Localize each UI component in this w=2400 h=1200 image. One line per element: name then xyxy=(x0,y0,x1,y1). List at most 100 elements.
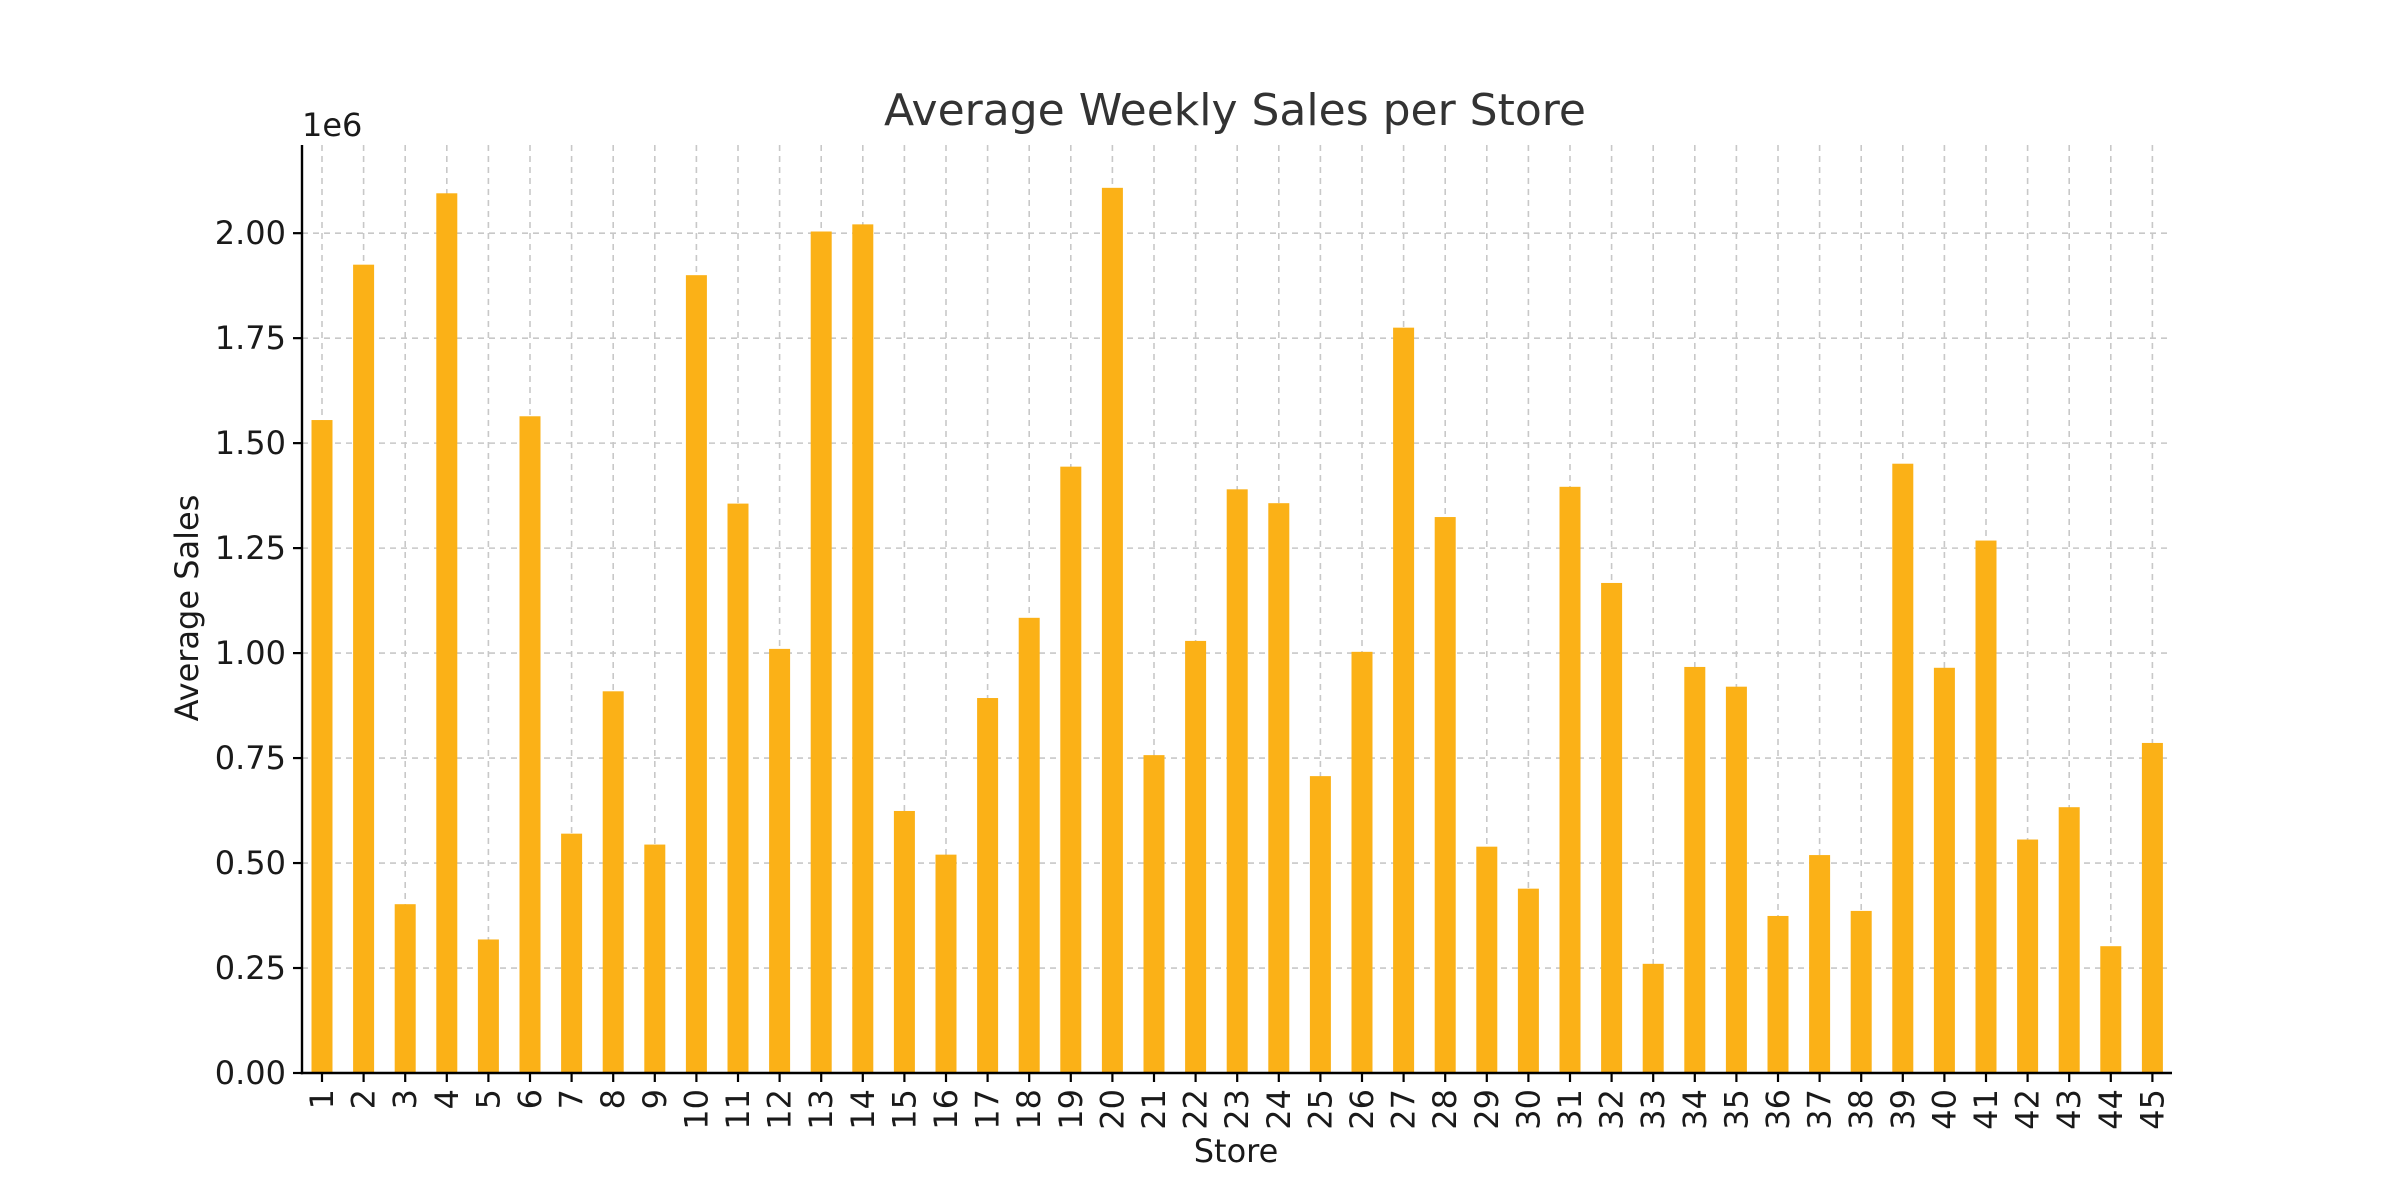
bar-store-13 xyxy=(810,231,832,1074)
bar-store-19 xyxy=(1060,466,1082,1074)
y-tick-label: 2.00 xyxy=(215,214,286,252)
y-tick-label: 0.50 xyxy=(215,844,286,882)
bar-store-17 xyxy=(977,698,999,1073)
bar-store-10 xyxy=(685,275,707,1073)
bar-store-12 xyxy=(769,648,791,1073)
x-tick-label-18: 18 xyxy=(1010,1089,1048,1130)
x-tick-label-32: 32 xyxy=(1593,1089,1631,1130)
bar-store-5 xyxy=(477,939,499,1073)
x-tick-label-7: 7 xyxy=(553,1089,591,1109)
bar-store-22 xyxy=(1185,640,1207,1073)
x-tick-label-23: 23 xyxy=(1218,1089,1256,1130)
bar-store-23 xyxy=(1226,489,1248,1073)
x-tick-label-24: 24 xyxy=(1260,1089,1298,1130)
bar-store-24 xyxy=(1268,503,1290,1073)
x-tick-label-3: 3 xyxy=(386,1089,424,1109)
y-tick-label: 0.00 xyxy=(215,1054,286,1092)
x-tick-label-29: 29 xyxy=(1468,1089,1506,1130)
y-tick-label: 0.25 xyxy=(215,949,286,987)
x-axis-title: Store xyxy=(1194,1132,1279,1170)
x-tick-label-10: 10 xyxy=(677,1089,715,1130)
x-tick-label-21: 21 xyxy=(1135,1089,1173,1130)
bar-store-3 xyxy=(394,904,416,1073)
x-tick-label-45: 45 xyxy=(2133,1089,2171,1130)
x-tick-label-28: 28 xyxy=(1426,1089,1464,1130)
x-tick-label-27: 27 xyxy=(1385,1089,1423,1130)
bar-store-32 xyxy=(1601,582,1623,1073)
y-axis-title: Average Sales xyxy=(168,495,206,722)
x-tick-label-11: 11 xyxy=(719,1089,757,1130)
x-tick-label-25: 25 xyxy=(1301,1089,1339,1130)
x-tick-label-43: 43 xyxy=(2050,1089,2088,1130)
bar-store-31 xyxy=(1559,486,1581,1073)
x-tick-label-31: 31 xyxy=(1551,1089,1589,1130)
bar-store-15 xyxy=(893,810,915,1073)
x-tick-label-14: 14 xyxy=(844,1089,882,1130)
x-tick-label-35: 35 xyxy=(1717,1089,1755,1130)
x-tick-label-16: 16 xyxy=(927,1089,965,1130)
x-tick-label-8: 8 xyxy=(594,1089,632,1109)
bar-store-41 xyxy=(1975,540,1997,1073)
bar-store-4 xyxy=(436,193,458,1073)
x-tick-label-30: 30 xyxy=(1509,1089,1547,1130)
bar-store-35 xyxy=(1725,686,1747,1073)
bar-store-9 xyxy=(644,844,666,1073)
bar-store-11 xyxy=(727,503,749,1073)
x-tick-label-9: 9 xyxy=(636,1089,674,1109)
x-tick-label-33: 33 xyxy=(1634,1089,1672,1130)
bar-store-30 xyxy=(1517,888,1539,1073)
bar-store-7 xyxy=(561,833,583,1073)
y-tick-label: 1.50 xyxy=(215,424,286,462)
x-tick-label-17: 17 xyxy=(969,1089,1007,1130)
bar-store-39 xyxy=(1892,463,1914,1073)
bar-store-42 xyxy=(2017,839,2039,1073)
bars xyxy=(311,187,2163,1074)
x-tick-label-42: 42 xyxy=(2009,1089,2047,1130)
x-tick-label-40: 40 xyxy=(1925,1089,1963,1130)
bar-store-45 xyxy=(2141,742,2163,1073)
x-tick-label-5: 5 xyxy=(469,1089,507,1109)
x-tick-label-4: 4 xyxy=(428,1089,466,1109)
x-tick-label-41: 41 xyxy=(1967,1089,2005,1130)
bar-store-37 xyxy=(1809,855,1831,1073)
bar-store-16 xyxy=(935,854,957,1073)
y-tick-label: 0.75 xyxy=(215,739,286,777)
x-tick-label-22: 22 xyxy=(1177,1089,1215,1130)
x-tick-label-19: 19 xyxy=(1052,1089,1090,1130)
chart-title: Average Weekly Sales per Store xyxy=(884,85,1586,136)
y-axis-ticks: 0.00 0.25 0.50 0.75 1.00 1.25 1.50 1.75 2.00 xyxy=(215,214,302,1092)
bar-store-38 xyxy=(1850,910,1872,1073)
bar-store-44 xyxy=(2100,946,2122,1073)
bar-store-29 xyxy=(1476,846,1498,1073)
bar-store-27 xyxy=(1393,327,1415,1073)
y-axis-offset-label: 1e6 xyxy=(302,106,362,144)
bar-store-34 xyxy=(1684,666,1706,1073)
bar-store-33 xyxy=(1642,963,1664,1073)
bar-store-18 xyxy=(1018,617,1040,1073)
x-tick-label-44: 44 xyxy=(2092,1089,2130,1130)
bar-store-28 xyxy=(1434,517,1456,1073)
bar-store-25 xyxy=(1309,776,1331,1073)
bar-store-43 xyxy=(2058,807,2080,1073)
x-tick-label-37: 37 xyxy=(1801,1089,1839,1130)
x-tick-label-1: 1 xyxy=(303,1089,341,1109)
bar-store-8 xyxy=(602,691,624,1073)
x-tick-label-26: 26 xyxy=(1343,1089,1381,1130)
x-tick-label-34: 34 xyxy=(1676,1089,1714,1130)
y-tick-label: 1.00 xyxy=(215,634,286,672)
bar-store-6 xyxy=(519,416,541,1073)
x-tick-label-15: 15 xyxy=(885,1089,923,1130)
y-tick-label: 1.25 xyxy=(215,529,286,567)
bar-store-1 xyxy=(311,420,333,1073)
x-tick-label-2: 2 xyxy=(345,1089,383,1109)
x-tick-label-20: 20 xyxy=(1093,1089,1131,1130)
y-tick-label: 1.75 xyxy=(215,319,286,357)
x-tick-label-12: 12 xyxy=(761,1089,799,1130)
x-tick-label-36: 36 xyxy=(1759,1089,1797,1130)
bar-store-14 xyxy=(852,224,874,1073)
x-tick-label-13: 13 xyxy=(802,1089,840,1130)
bar-store-20 xyxy=(1101,187,1123,1074)
bar-store-26 xyxy=(1351,651,1373,1073)
